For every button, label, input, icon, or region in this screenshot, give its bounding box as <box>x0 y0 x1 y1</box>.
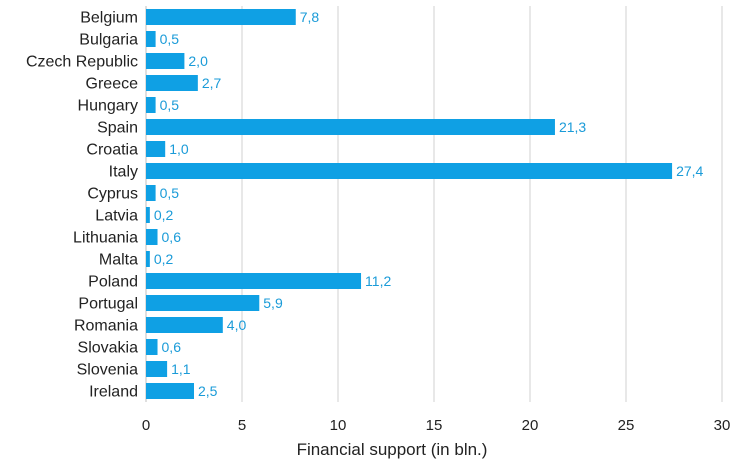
bar-slovenia <box>146 361 168 377</box>
category-label: Lithuania <box>73 230 138 247</box>
category-label: Italy <box>109 164 138 181</box>
value-label: 0,6 <box>162 339 182 355</box>
bar-romania <box>146 317 223 333</box>
value-label: 7,8 <box>300 9 320 25</box>
value-labels: 7,8 0,5 2,0 2,7 0,5 21,3 1,0 27,4 0,5 0,2 0,6 0,2 11… <box>154 9 704 399</box>
bar-spain <box>146 119 555 135</box>
category-label: Czech Republic <box>26 54 138 71</box>
bar-portugal <box>146 295 260 311</box>
value-label: 2,5 <box>198 383 218 399</box>
x-tick-label: 25 <box>618 417 635 434</box>
category-label: Belgium <box>80 10 138 27</box>
category-label: Malta <box>99 252 138 269</box>
category-label: Latvia <box>95 208 138 225</box>
bar-belgium <box>146 9 296 25</box>
bar-croatia <box>146 141 166 157</box>
category-label: Slovakia <box>78 340 139 357</box>
category-label: Bulgaria <box>79 32 138 49</box>
category-label: Cyprus <box>87 186 138 203</box>
category-label: Slovenia <box>77 362 138 379</box>
category-label: Hungary <box>78 98 138 115</box>
category-label: Portugal <box>78 296 138 313</box>
bar-slovakia <box>146 339 158 355</box>
category-label: Croatia <box>86 142 138 159</box>
category-label: Spain <box>97 120 138 137</box>
x-axis-title: Financial support (in bln.) <box>297 440 488 459</box>
value-label: 27,4 <box>676 163 703 179</box>
bar-czech-republic <box>146 53 185 69</box>
bars <box>146 9 673 399</box>
bar-lithuania <box>146 229 158 245</box>
bar-bulgaria <box>146 31 156 47</box>
value-label: 0,2 <box>154 251 174 267</box>
value-label: 2,7 <box>202 75 222 91</box>
bar-italy <box>146 163 673 179</box>
x-tick-label: 30 <box>714 417 731 434</box>
value-label: 1,1 <box>171 361 191 377</box>
x-tick-label: 0 <box>142 417 150 434</box>
bar-hungary <box>146 97 156 113</box>
value-label: 0,6 <box>162 229 182 245</box>
x-tick-label: 20 <box>522 417 539 434</box>
value-label: 4,0 <box>227 317 247 333</box>
bar-greece <box>146 75 198 91</box>
bar-cyprus <box>146 185 156 201</box>
value-label: 0,5 <box>160 97 180 113</box>
x-tick-label: 5 <box>238 417 246 434</box>
x-tick-label: 15 <box>426 417 443 434</box>
category-label: Romania <box>74 318 138 335</box>
value-label: 1,0 <box>169 141 189 157</box>
value-label: 11,2 <box>365 273 391 289</box>
value-label: 0,5 <box>160 185 180 201</box>
bar-ireland <box>146 383 194 399</box>
category-label: Greece <box>86 76 139 93</box>
value-label: 5,9 <box>263 295 283 311</box>
value-label: 0,5 <box>160 31 180 47</box>
x-tick-labels: 0 5 10 15 20 25 30 <box>142 417 731 434</box>
x-tick-label: 10 <box>330 417 347 434</box>
value-label: 21,3 <box>559 119 586 135</box>
gridlines <box>145 6 723 402</box>
value-label: 0,2 <box>154 207 174 223</box>
value-label: 2,0 <box>188 53 208 69</box>
bar-latvia <box>146 207 150 223</box>
category-labels: Belgium Bulgaria Czech Republic Greece Hunga… <box>26 10 138 401</box>
category-label: Poland <box>88 274 138 291</box>
category-label: Ireland <box>89 384 138 401</box>
bar-poland <box>146 273 362 289</box>
bar-malta <box>146 251 150 267</box>
